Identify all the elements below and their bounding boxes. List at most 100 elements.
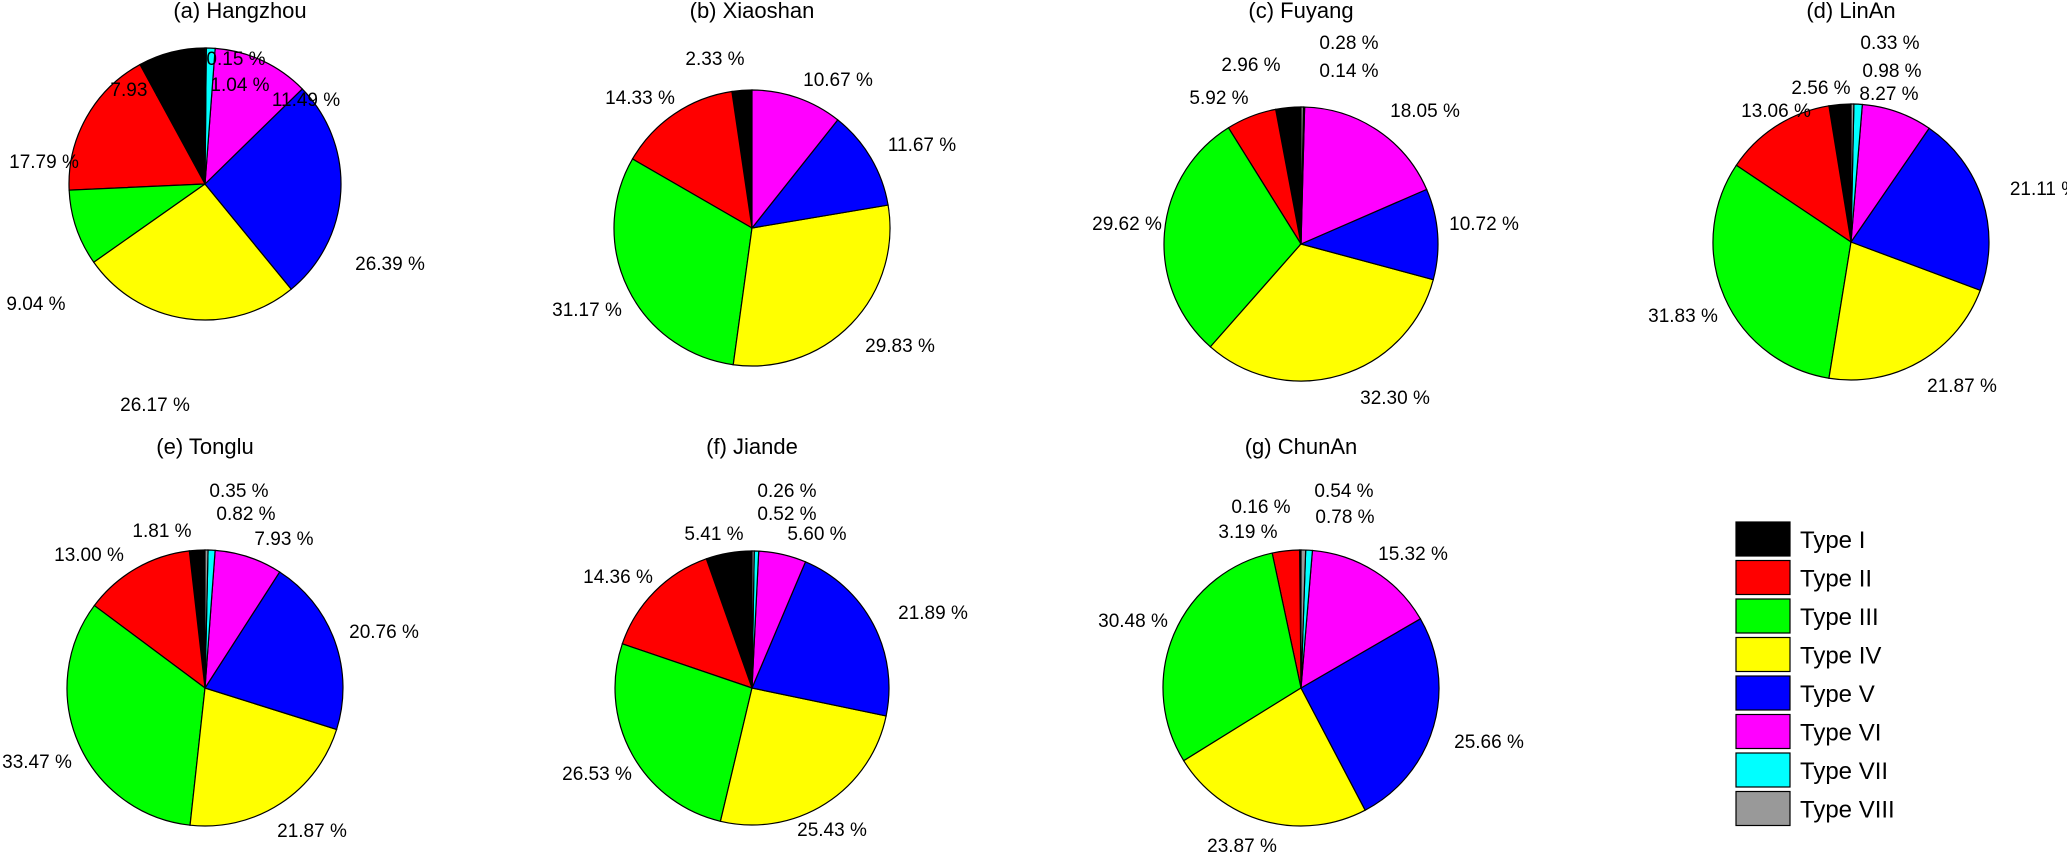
pie-slice-type-2 (68, 63, 206, 191)
pie-data-label: 15.32 % (1378, 544, 1448, 565)
pie-data-label: 26.39 % (355, 254, 425, 275)
pie-data-label: 7.93 % (110, 80, 169, 101)
pie-data-label: 11.49 % (272, 90, 340, 111)
pie-title: (b) Xiaoshan (690, 0, 815, 23)
pie-panel-3: (c) Fuyang 2.96 % 5.92 % 29.62 % 32.30 % 10.7… (1092, 0, 1519, 409)
pie-slice-type-4 (1209, 243, 1435, 382)
pie-data-label: 32.30 % (1360, 388, 1430, 409)
pie-panel-5: (e) Tonglu 1.81 % 13.00 % 33.47 % 21.87 % 20.… (2, 434, 419, 842)
pie-panel-6: (f) Jiande 5.41 % 14.36 % 26.53 % 25.43 % 21.… (562, 434, 968, 841)
pie-slice-type-6 (1300, 106, 1428, 245)
pie-data-label: 13.06 % (1741, 101, 1811, 122)
pie-data-label: 21.89 % (898, 603, 968, 624)
pie-slice-type-6 (751, 89, 839, 230)
pie-slice-type-5 (204, 571, 344, 731)
pie-slice-type-5 (750, 119, 889, 229)
pie-data-label: 13.00 % (54, 545, 124, 566)
legend-swatch (1735, 675, 1791, 711)
pie-data-label: 8.27 % (1859, 84, 1918, 105)
pie-data-label: 0.52 % (757, 504, 816, 525)
pie-data-label: 1.04 % (210, 75, 269, 96)
pie-slice-type-4 (92, 183, 293, 321)
pie-data-label: 11.67 % (888, 135, 956, 156)
pie-slice-type-2 (1735, 105, 1852, 244)
pie-data-label: 26.53 % (562, 764, 632, 785)
pie-data-label: 7.93 % (254, 529, 313, 550)
legend-label: Type III (1800, 604, 1879, 631)
pie-data-label: 21.11 % (2010, 179, 2067, 200)
pie-data-label: 31.83 % (1648, 306, 1718, 327)
pie-slice-type-5 (1300, 617, 1440, 811)
legend-swatch (1735, 713, 1791, 750)
pie-slice-type-4 (189, 687, 338, 827)
pie-data-label: 29.83 % (865, 336, 935, 357)
pie-slice-type-6 (204, 47, 304, 186)
pie-data-label: 21.87 % (277, 821, 347, 842)
pie-slice-type-8 (204, 47, 207, 185)
pie-data-label: 26.17 % (120, 395, 190, 416)
pie-data-label: 31.17 % (552, 300, 622, 321)
pie-panel-1: (a) Hangzhou 7.93 % 17.79 % 9.04 % 26.17 % 26… (6, 0, 425, 416)
pie-slice-type-5 (1299, 188, 1439, 281)
pie-data-label: 5.92 % (1189, 88, 1248, 109)
pie-data-label: 30.48 % (1098, 611, 1168, 632)
pie-data-label: 0.28 % (1319, 33, 1378, 54)
pie-slice-type-3 (613, 158, 753, 366)
pie-slice-type-3 (66, 604, 206, 826)
pie-data-label: 2.33 % (685, 49, 744, 70)
pie-slice-type-8 (1300, 549, 1307, 689)
pie-data-label: 25.43 % (797, 820, 867, 841)
legend-label: Type VIII (1800, 797, 1895, 824)
pie-title: (f) Jiande (706, 434, 798, 459)
legend-swatch (1735, 752, 1791, 788)
pie-data-label: 0.16 % (1231, 497, 1290, 518)
legend-swatch (1735, 790, 1791, 827)
pie-data-label: 0.54 % (1314, 481, 1373, 502)
pie-data-label: 2.96 % (1221, 55, 1280, 76)
pie-panel-2: (b) Xiaoshan 2.33 % 14.33 % 31.17 % 29.83 % 1… (552, 0, 956, 367)
pie-data-label: 14.36 % (583, 567, 653, 588)
pie-data-label: 5.41 % (684, 524, 743, 545)
pie-slice-type-6 (1300, 549, 1422, 690)
pie-data-label: 14.33 % (605, 88, 675, 109)
pie-title: (d) LinAn (1806, 0, 1895, 23)
pie-slice-type-5 (751, 561, 890, 717)
legend-swatch (1735, 636, 1791, 673)
pie-data-label: 9.04 % (6, 294, 65, 315)
pie-data-label: 5.60 % (787, 524, 846, 545)
pie-slice-type-2 (621, 558, 753, 689)
legend-label: Type VI (1800, 720, 1881, 747)
legend-swatch (1735, 559, 1791, 596)
pie-slice-type-8 (1850, 103, 1855, 243)
legend-swatch (1735, 521, 1791, 557)
pie-data-label: 1.81 % (132, 521, 191, 542)
pie-data-label: 17.79 % (9, 152, 79, 173)
pie-slice-type-3 (1712, 164, 1852, 379)
pie-data-label: 0.26 % (757, 481, 816, 502)
pie-data-label: 0.98 % (1862, 61, 1921, 82)
pie-data-label: 23.87 % (1207, 836, 1277, 854)
pie-data-label: 0.82 % (216, 504, 275, 525)
pie-title: (e) Tonglu (156, 434, 253, 459)
pie-data-label: 3.19 % (1218, 522, 1277, 543)
pie-slice-type-5 (204, 88, 342, 291)
pie-data-label: 0.35 % (209, 481, 268, 502)
pie-slice-type-8 (1300, 106, 1305, 245)
pie-data-label: 18.05 % (1390, 101, 1460, 122)
pie-slice-type-2 (631, 90, 753, 230)
pie-data-label: 0.78 % (1315, 507, 1374, 528)
legend-label: Type V (1800, 681, 1875, 708)
legend-label: Type IV (1800, 643, 1881, 670)
pie-data-label: 2.56 % (1791, 78, 1850, 99)
pie-data-label: 20.76 % (349, 622, 419, 643)
legend-swatch (1735, 598, 1791, 634)
pie-slice-type-4 (732, 204, 891, 367)
pie-slice-type-5 (1850, 127, 1990, 292)
pie-data-label: 0.15 % (206, 49, 265, 70)
pie-data-label: 29.62 % (1092, 214, 1162, 235)
pie-data-label: 10.72 % (1449, 214, 1519, 235)
legend-label: Type I (1800, 527, 1865, 554)
pie-data-label: 25.66 % (1454, 732, 1524, 753)
pie-slice-type-4 (1182, 687, 1367, 827)
pie-panel-4: (d) LinAn 2.56 %13.06 % 31.83 % 21.87 % 21.1… (1648, 0, 2067, 397)
